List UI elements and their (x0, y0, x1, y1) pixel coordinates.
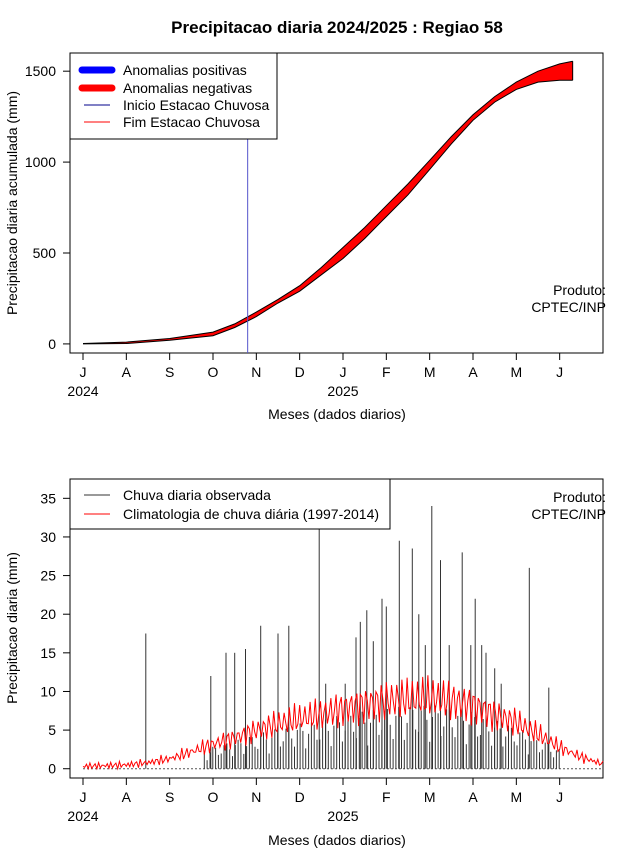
cumulative-chart: 0 500 1000 1500 J A S O N D J F M A M J 2024 2025 Meses … (4, 52, 606, 422)
x-axis-ticks: J A S O N D J F M A M J 2024 2025 (67, 778, 563, 824)
legend-label-negative: Anomalias negativas (123, 80, 252, 96)
credit-line2: CPTEC/INP (531, 506, 606, 522)
y-tick-label: 0 (48, 336, 56, 352)
climatology-daily-line (82, 675, 604, 771)
x-year-label: 2025 (327, 808, 358, 824)
legend-label-observed: Chuva diaria observada (123, 487, 271, 503)
x-tick-label: A (468, 364, 478, 380)
x-tick-label: J (80, 364, 87, 380)
x-axis-label: Meses (dados diarios) (268, 832, 406, 848)
y-tick-label: 500 (33, 245, 57, 261)
x-tick-label: S (165, 364, 174, 380)
y-tick-label: 35 (40, 490, 56, 506)
x-tick-label: F (382, 364, 391, 380)
x-tick-label: A (468, 789, 478, 805)
legend: Anomalias positivas Anomalias negativas … (69, 52, 278, 140)
x-year-label: 2025 (327, 383, 358, 399)
y-axis-label: Precipitacao diaria (mm) (4, 552, 20, 704)
y-tick-label: 1000 (25, 154, 56, 170)
x-tick-label: A (122, 364, 132, 380)
credit-line1: Produto: (553, 282, 606, 298)
x-tick-label: F (382, 789, 391, 805)
climatology-line (82, 675, 604, 771)
y-axis-ticks: 0 500 1000 1500 (25, 63, 70, 352)
legend-box (69, 478, 391, 530)
y-tick-label: 5 (48, 722, 56, 738)
x-tick-label: D (295, 364, 305, 380)
x-tick-label: J (556, 789, 563, 805)
x-year-label: 2024 (67, 808, 98, 824)
x-tick-label: N (251, 364, 261, 380)
legend: Chuva diaria observada Climatologia de c… (69, 478, 391, 530)
x-axis-ticks: J A S O N D J F M A M J 2024 2025 (67, 353, 563, 399)
y-tick-label: 25 (40, 568, 56, 584)
legend-label-season-end: Fim Estacao Chuvosa (123, 114, 260, 130)
x-tick-label: O (208, 789, 219, 805)
x-tick-label: M (424, 789, 436, 805)
x-tick-label: J (340, 789, 347, 805)
x-tick-label: M (510, 364, 522, 380)
x-tick-label: N (251, 789, 261, 805)
chart-title: Precipitacao diaria 2024/2025 : Regiao 5… (171, 18, 503, 37)
y-axis-label: Precipitacao diaria acumulada (mm) (4, 91, 20, 315)
x-tick-label: J (80, 789, 87, 805)
y-axis-ticks: 0 5 10 15 20 25 30 35 (40, 490, 70, 777)
x-year-label: 2024 (67, 383, 98, 399)
x-tick-label: J (340, 364, 347, 380)
x-tick-label: M (424, 364, 436, 380)
daily-rain-bars (83, 506, 603, 770)
x-tick-label: A (122, 789, 132, 805)
y-tick-label: 10 (40, 683, 56, 699)
y-tick-label: 15 (40, 645, 56, 661)
x-tick-label: S (165, 789, 174, 805)
y-tick-label: 1500 (25, 63, 56, 79)
x-tick-label: D (295, 789, 305, 805)
y-tick-label: 30 (40, 529, 56, 545)
y-tick-label: 0 (48, 761, 56, 777)
credit-line2: CPTEC/INP (531, 299, 606, 315)
x-tick-label: O (208, 364, 219, 380)
legend-label-positive: Anomalias positivas (123, 62, 247, 78)
credit-line1: Produto: (553, 489, 606, 505)
y-tick-label: 20 (40, 606, 56, 622)
x-axis-label: Meses (dados diarios) (268, 406, 406, 422)
x-tick-label: M (510, 789, 522, 805)
climatology-cumulative-line (82, 60, 573, 344)
x-tick-label: J (556, 364, 563, 380)
observed-cumulative-line (82, 79, 573, 345)
legend-label-climatology: Climatologia de chuva diária (1997-2014) (123, 506, 379, 522)
legend-label-season-start: Inicio Estacao Chuvosa (123, 97, 270, 113)
cumulative-plot-frame (69, 52, 604, 354)
